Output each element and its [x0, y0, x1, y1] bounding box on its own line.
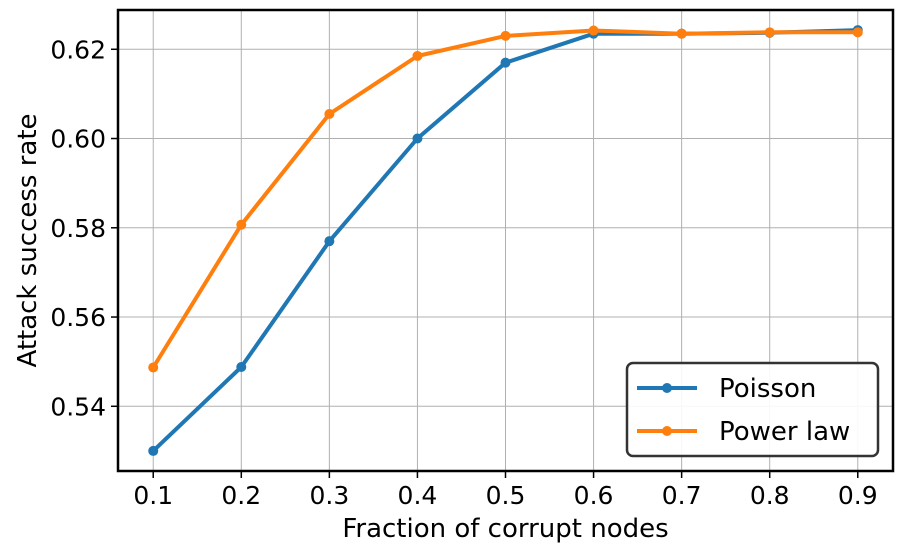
data-point [148, 445, 159, 456]
y-tick-label: 0.62 [50, 35, 106, 64]
legend: Poisson Power law [625, 361, 880, 458]
data-point [412, 50, 423, 61]
legend-label: Poisson [719, 374, 816, 404]
x-tick-label: 0.7 [662, 481, 702, 510]
series-power-law [148, 25, 863, 373]
x-tick-label: 0.6 [574, 481, 614, 510]
x-tick-label: 0.5 [486, 481, 526, 510]
data-point [676, 28, 687, 39]
legend-swatch-marker [662, 426, 672, 436]
data-point [324, 236, 335, 247]
x-tick-label: 0.4 [398, 481, 438, 510]
y-axis-ticks: 0.54 0.56 0.58 0.60 0.62 [50, 35, 118, 421]
data-point [588, 25, 599, 36]
x-tick-label: 0.8 [750, 481, 790, 510]
data-point [500, 30, 511, 41]
data-point [148, 362, 159, 373]
y-tick-label: 0.58 [50, 214, 106, 243]
x-axis-label: Fraction of corrupt nodes [342, 514, 668, 544]
data-point [236, 219, 247, 230]
data-point [324, 108, 335, 119]
x-axis-ticks: 0.1 0.2 0.3 0.4 0.5 0.6 0.7 0.8 0.9 [133, 471, 878, 510]
data-point [412, 133, 423, 144]
x-tick-label: 0.9 [838, 481, 878, 510]
legend-entry: Poisson [637, 374, 816, 404]
data-point [236, 362, 247, 373]
y-axis-label: Attack success rate [13, 113, 43, 367]
y-tick-label: 0.56 [50, 303, 106, 332]
legend-entry: Power law [637, 417, 850, 447]
data-point [500, 57, 511, 68]
legend-swatch-marker [662, 383, 672, 393]
x-tick-label: 0.2 [221, 481, 261, 510]
data-point [764, 27, 775, 38]
data-point [852, 27, 863, 38]
legend-label: Power law [719, 417, 850, 447]
x-tick-label: 0.3 [309, 481, 349, 510]
y-tick-label: 0.54 [50, 392, 106, 421]
series-layer [148, 25, 863, 456]
y-tick-label: 0.60 [50, 125, 106, 154]
x-tick-label: 0.1 [133, 481, 173, 510]
